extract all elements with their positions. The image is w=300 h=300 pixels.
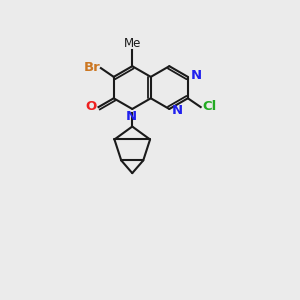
Text: Br: Br xyxy=(84,61,100,74)
Text: O: O xyxy=(85,100,96,113)
Text: N: N xyxy=(126,110,137,123)
Text: N: N xyxy=(190,69,202,82)
Text: Me: Me xyxy=(124,37,141,50)
Text: N: N xyxy=(172,104,183,117)
Text: Cl: Cl xyxy=(202,100,217,113)
